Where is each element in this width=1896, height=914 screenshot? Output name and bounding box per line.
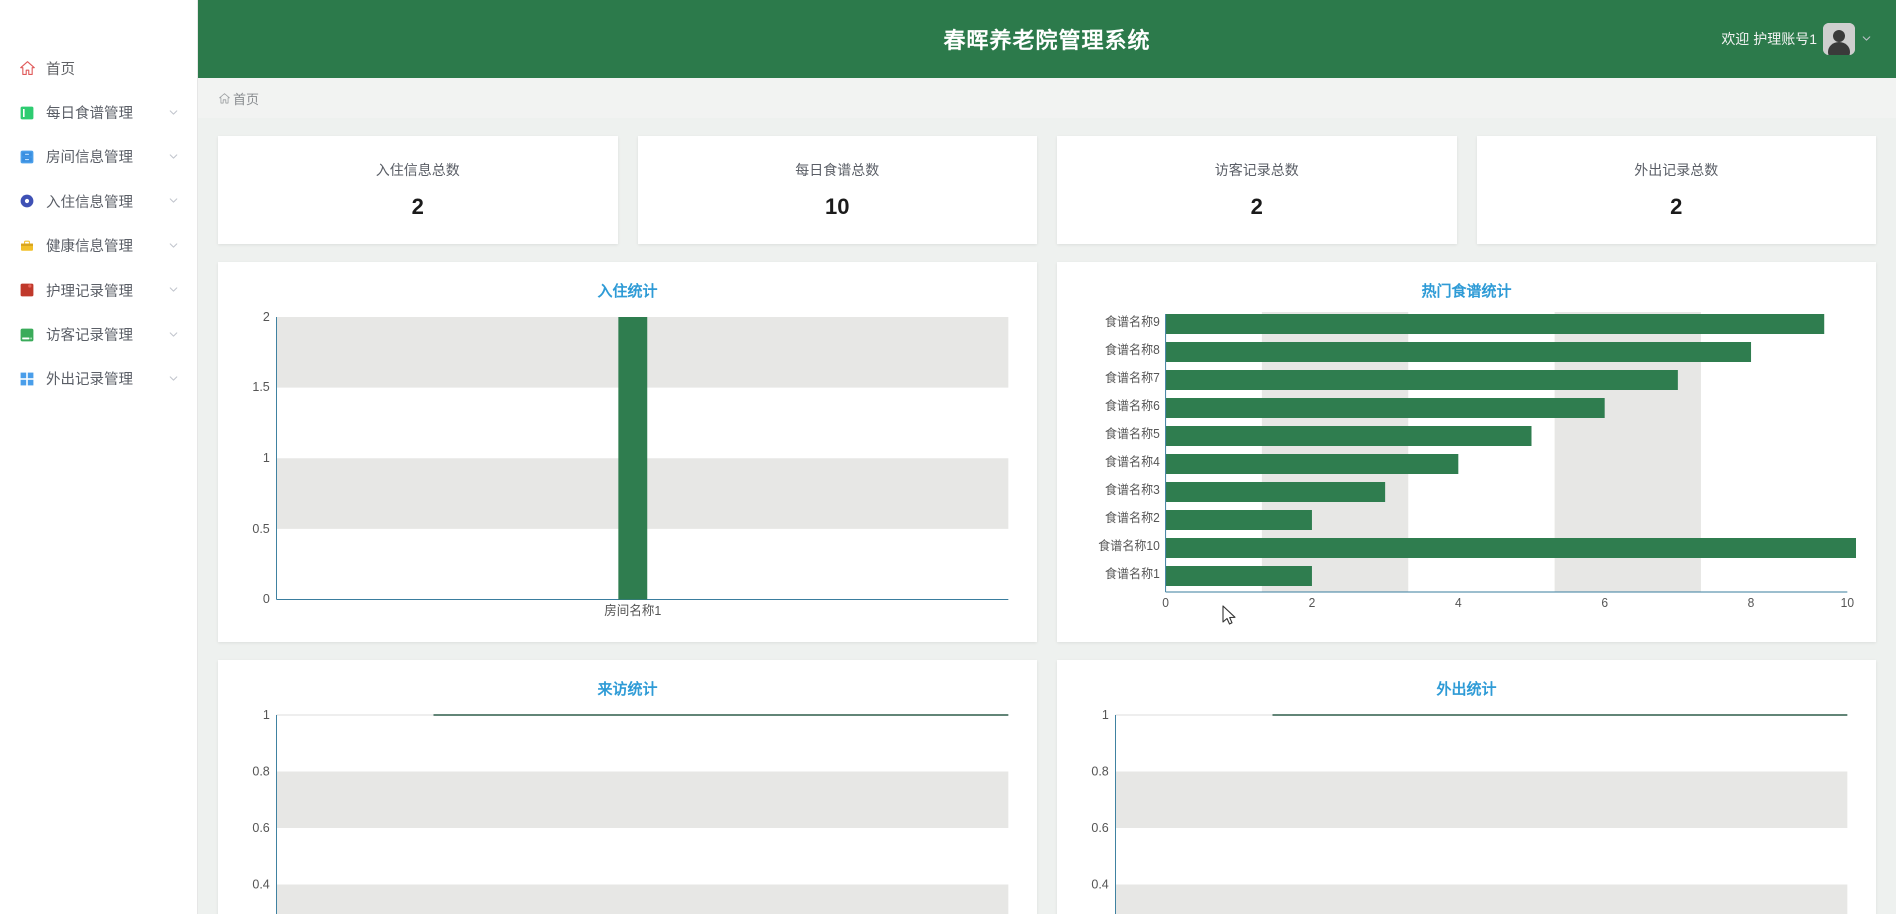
- svg-text:食谱名称4: 食谱名称4: [1105, 454, 1160, 469]
- svg-text:8: 8: [1748, 596, 1755, 610]
- svg-text:0.8: 0.8: [1091, 763, 1108, 778]
- svg-text:1: 1: [263, 707, 270, 722]
- svg-text:食谱名称6: 食谱名称6: [1105, 398, 1160, 413]
- svg-text:0.5: 0.5: [252, 521, 269, 536]
- svg-text:1: 1: [1102, 707, 1109, 722]
- svg-text:0.6: 0.6: [252, 820, 269, 835]
- svg-text:食谱名称5: 食谱名称5: [1105, 426, 1160, 441]
- svg-text:食谱名称8: 食谱名称8: [1105, 342, 1160, 357]
- svg-text:1: 1: [263, 450, 270, 465]
- svg-text:0.4: 0.4: [1091, 876, 1108, 891]
- svg-text:0: 0: [1162, 596, 1169, 610]
- svg-text:6: 6: [1601, 596, 1608, 610]
- svg-text:10: 10: [1841, 596, 1855, 610]
- svg-text:0: 0: [263, 591, 270, 606]
- svg-text:2: 2: [263, 309, 270, 324]
- svg-text:食谱名称2: 食谱名称2: [1105, 510, 1160, 525]
- svg-text:4: 4: [1455, 596, 1462, 610]
- svg-text:食谱名称10: 食谱名称10: [1098, 538, 1160, 553]
- svg-text:0.4: 0.4: [252, 876, 269, 891]
- svg-text:食谱名称9: 食谱名称9: [1105, 314, 1160, 329]
- svg-text:0.6: 0.6: [1091, 820, 1108, 835]
- svg-text:2: 2: [1309, 596, 1316, 610]
- svg-text:食谱名称3: 食谱名称3: [1105, 482, 1160, 497]
- svg-text:1.5: 1.5: [252, 379, 269, 394]
- svg-text:食谱名称7: 食谱名称7: [1105, 370, 1160, 385]
- svg-text:房间名称1: 房间名称1: [604, 603, 661, 617]
- svg-text:0.8: 0.8: [252, 763, 269, 778]
- svg-text:食谱名称1: 食谱名称1: [1105, 566, 1160, 581]
